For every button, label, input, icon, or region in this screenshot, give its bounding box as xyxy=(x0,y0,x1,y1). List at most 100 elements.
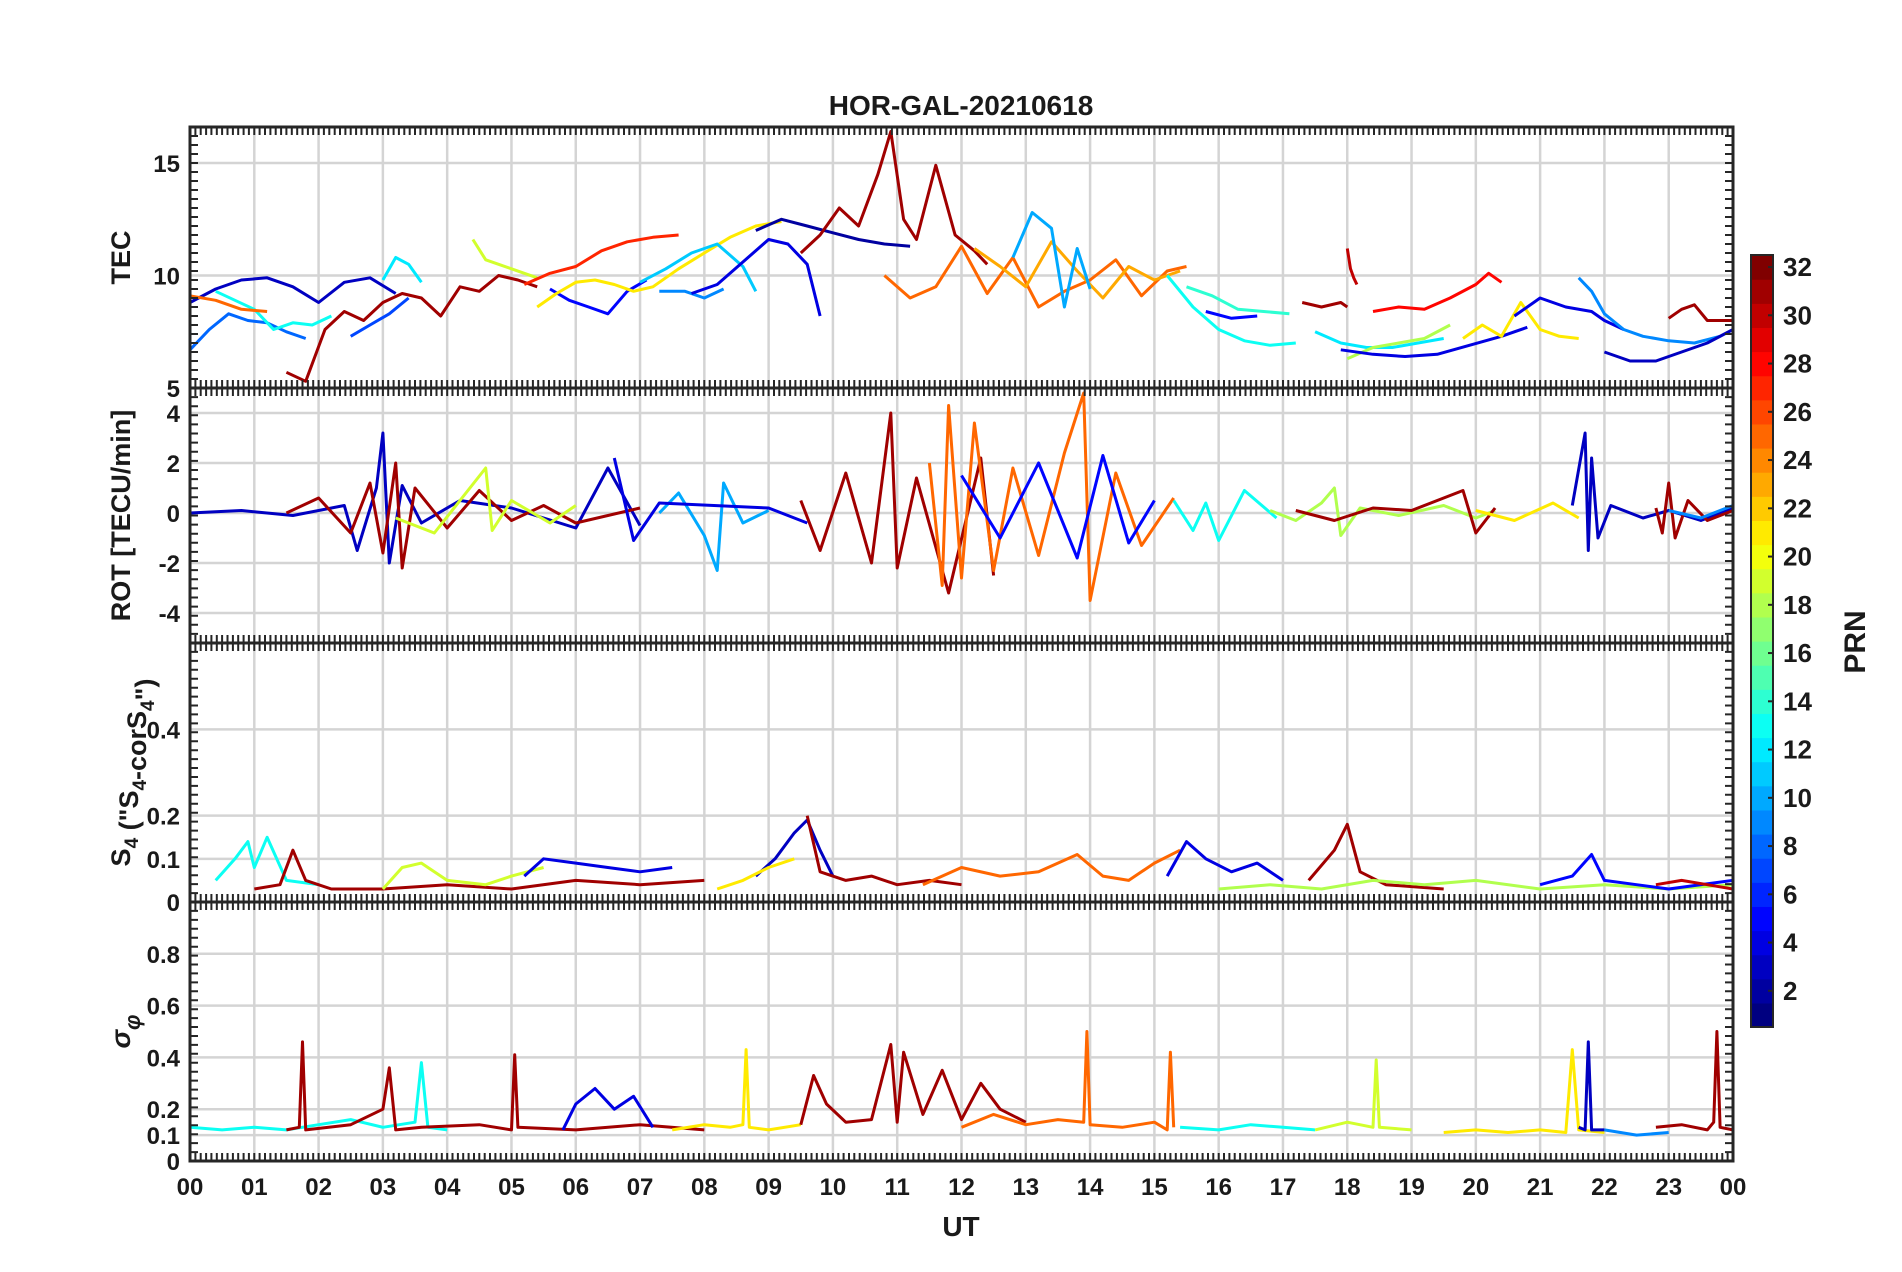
series-line-prn-7 xyxy=(349,296,410,338)
series-line-prn-23 xyxy=(973,240,1181,300)
series-group xyxy=(190,130,1733,383)
series-line-prn-13 xyxy=(214,835,319,887)
series-line-prn-5 xyxy=(960,454,1156,560)
series-line-prn-25 xyxy=(927,391,1175,602)
series-line-prn-31 xyxy=(286,1040,705,1132)
series-line-prn-31 xyxy=(285,461,641,570)
y-tick-label: 0.2 xyxy=(147,1097,180,1124)
x-tick-label: 07 xyxy=(627,1174,654,1201)
series-line-prn-2 xyxy=(755,217,911,248)
colorbar-segment xyxy=(1751,713,1773,739)
series-line-prn-25 xyxy=(883,244,1187,309)
series-line-prn-10 xyxy=(658,481,770,572)
series-line-prn-19 xyxy=(471,238,538,280)
panel-s4: 0 0.1 0.2 0.4S4 ("S4-corS4") xyxy=(106,641,1735,917)
series-line-prn-19 xyxy=(395,466,577,535)
x-tick-label: 03 xyxy=(370,1174,397,1201)
x-tick-label: 18 xyxy=(1334,1174,1361,1201)
minor-ticks xyxy=(189,387,1734,644)
series-line-prn-13 xyxy=(190,1061,448,1132)
panel-sigma_phi: 00.10.2 0.4 0.6 0.8 σφ xyxy=(105,900,1735,1176)
series-line-prn-13 xyxy=(1166,274,1296,347)
series-line-prn-21 xyxy=(716,857,795,891)
series-line-prn-3 xyxy=(190,276,397,304)
series-line-prn-31 xyxy=(799,130,989,266)
colorbar-tick-label: 32 xyxy=(1783,252,1812,282)
x-axis-label: UT xyxy=(942,1211,979,1242)
colorbar-segment xyxy=(1751,785,1773,811)
colorbar-segment xyxy=(1751,399,1773,425)
colorbar-segment xyxy=(1751,303,1773,328)
series-line-prn-3 xyxy=(1603,328,1733,363)
series-line-prn-25 xyxy=(190,294,268,313)
series-line-prn-13 xyxy=(1179,1123,1316,1132)
panel-rot: -4 -2 0 2 4 ROT [TECU/min] xyxy=(106,386,1735,645)
series-line-prn-31 xyxy=(1667,303,1733,322)
y-tick-label: 0.6 xyxy=(147,994,180,1021)
x-tick-label: 19 xyxy=(1398,1174,1425,1201)
panel-tec: 5 10 15 TEC xyxy=(106,125,1735,403)
series-line-prn-19 xyxy=(381,861,544,891)
x-tick-label: 11 xyxy=(885,1174,910,1201)
colorbar-segment xyxy=(1751,1002,1773,1028)
y-tick-label: 0.2 xyxy=(147,804,180,831)
colorbar-tick-label: 30 xyxy=(1783,300,1812,330)
colorbar-segment xyxy=(1751,954,1773,980)
minor-ticks xyxy=(189,901,1734,1162)
colorbar-segment xyxy=(1751,809,1773,835)
colorbar-tick-label: 18 xyxy=(1783,590,1812,620)
series-line-prn-5 xyxy=(1539,853,1733,891)
y-tick-label: 0 xyxy=(167,501,180,528)
chart-title: HOR-GAL-20210618 xyxy=(829,90,1094,121)
colorbar-segment xyxy=(1751,834,1773,859)
series-line-prn-4 xyxy=(691,238,822,317)
series-line-prn-30 xyxy=(1345,248,1359,286)
series-line-prn-30 xyxy=(1655,878,1733,891)
series-line-prn-10 xyxy=(1011,211,1092,309)
colorbar-segment xyxy=(1751,592,1773,618)
series-line-prn-21 xyxy=(1462,301,1579,340)
colorbar-tick-label: 28 xyxy=(1783,349,1812,379)
minor-ticks xyxy=(189,642,1734,903)
series-line-prn-25 xyxy=(922,848,1181,887)
x-tick-label: 01 xyxy=(241,1174,268,1201)
y-tick-label: 0.8 xyxy=(147,942,180,969)
series-line-prn-5 xyxy=(1205,310,1258,320)
colorbar-tick-label: 14 xyxy=(1783,686,1812,716)
series-line-prn-12 xyxy=(381,256,423,284)
y-tick-label: 0.1 xyxy=(147,1123,180,1150)
y-tick-label: -2 xyxy=(159,551,180,578)
series-line-prn-28 xyxy=(1372,271,1503,313)
x-tick-label: 20 xyxy=(1462,1174,1489,1201)
series-line-prn-18 xyxy=(1218,878,1733,891)
colorbar-tick-label: 2 xyxy=(1783,976,1797,1006)
series-line-prn-31 xyxy=(799,1043,1027,1126)
colorbar-segment xyxy=(1751,858,1773,883)
colorbar-tick-label: 10 xyxy=(1783,783,1812,813)
colorbar-segment xyxy=(1751,255,1773,280)
series-line-prn-11 xyxy=(639,242,758,292)
colorbar-segment xyxy=(1751,351,1773,377)
y-tick-label: 2 xyxy=(167,451,180,478)
series-line-prn-31 xyxy=(1655,1030,1733,1132)
x-tick-label: 06 xyxy=(562,1174,589,1201)
y-tick-label: 5 xyxy=(167,376,180,403)
colorbar-tick-label: 12 xyxy=(1783,735,1812,765)
x-tick-label: 10 xyxy=(820,1174,847,1201)
y-axis-label: TEC xyxy=(106,231,136,285)
series-line-prn-4 xyxy=(1513,296,1625,331)
series-line-prn-19 xyxy=(1314,1058,1412,1132)
series-line-prn-31 xyxy=(1654,481,1733,540)
colorbar-segment xyxy=(1751,689,1773,714)
colorbar-segment xyxy=(1751,737,1773,763)
x-tick-label: 14 xyxy=(1077,1174,1104,1201)
x-tick-label: 00 xyxy=(1720,1174,1747,1201)
x-tick-label: 00 xyxy=(177,1174,204,1201)
colorbar-segment xyxy=(1751,761,1773,787)
series-line-prn-25 xyxy=(960,1030,1176,1132)
x-axis: 00 01 02 03 04 05 06 07 08 09 10 11 12 13 14 15 16 17 18 19… xyxy=(177,1174,1747,1201)
colorbar-tick-label: 24 xyxy=(1783,445,1812,475)
series-line-prn-18 xyxy=(1269,486,1496,537)
